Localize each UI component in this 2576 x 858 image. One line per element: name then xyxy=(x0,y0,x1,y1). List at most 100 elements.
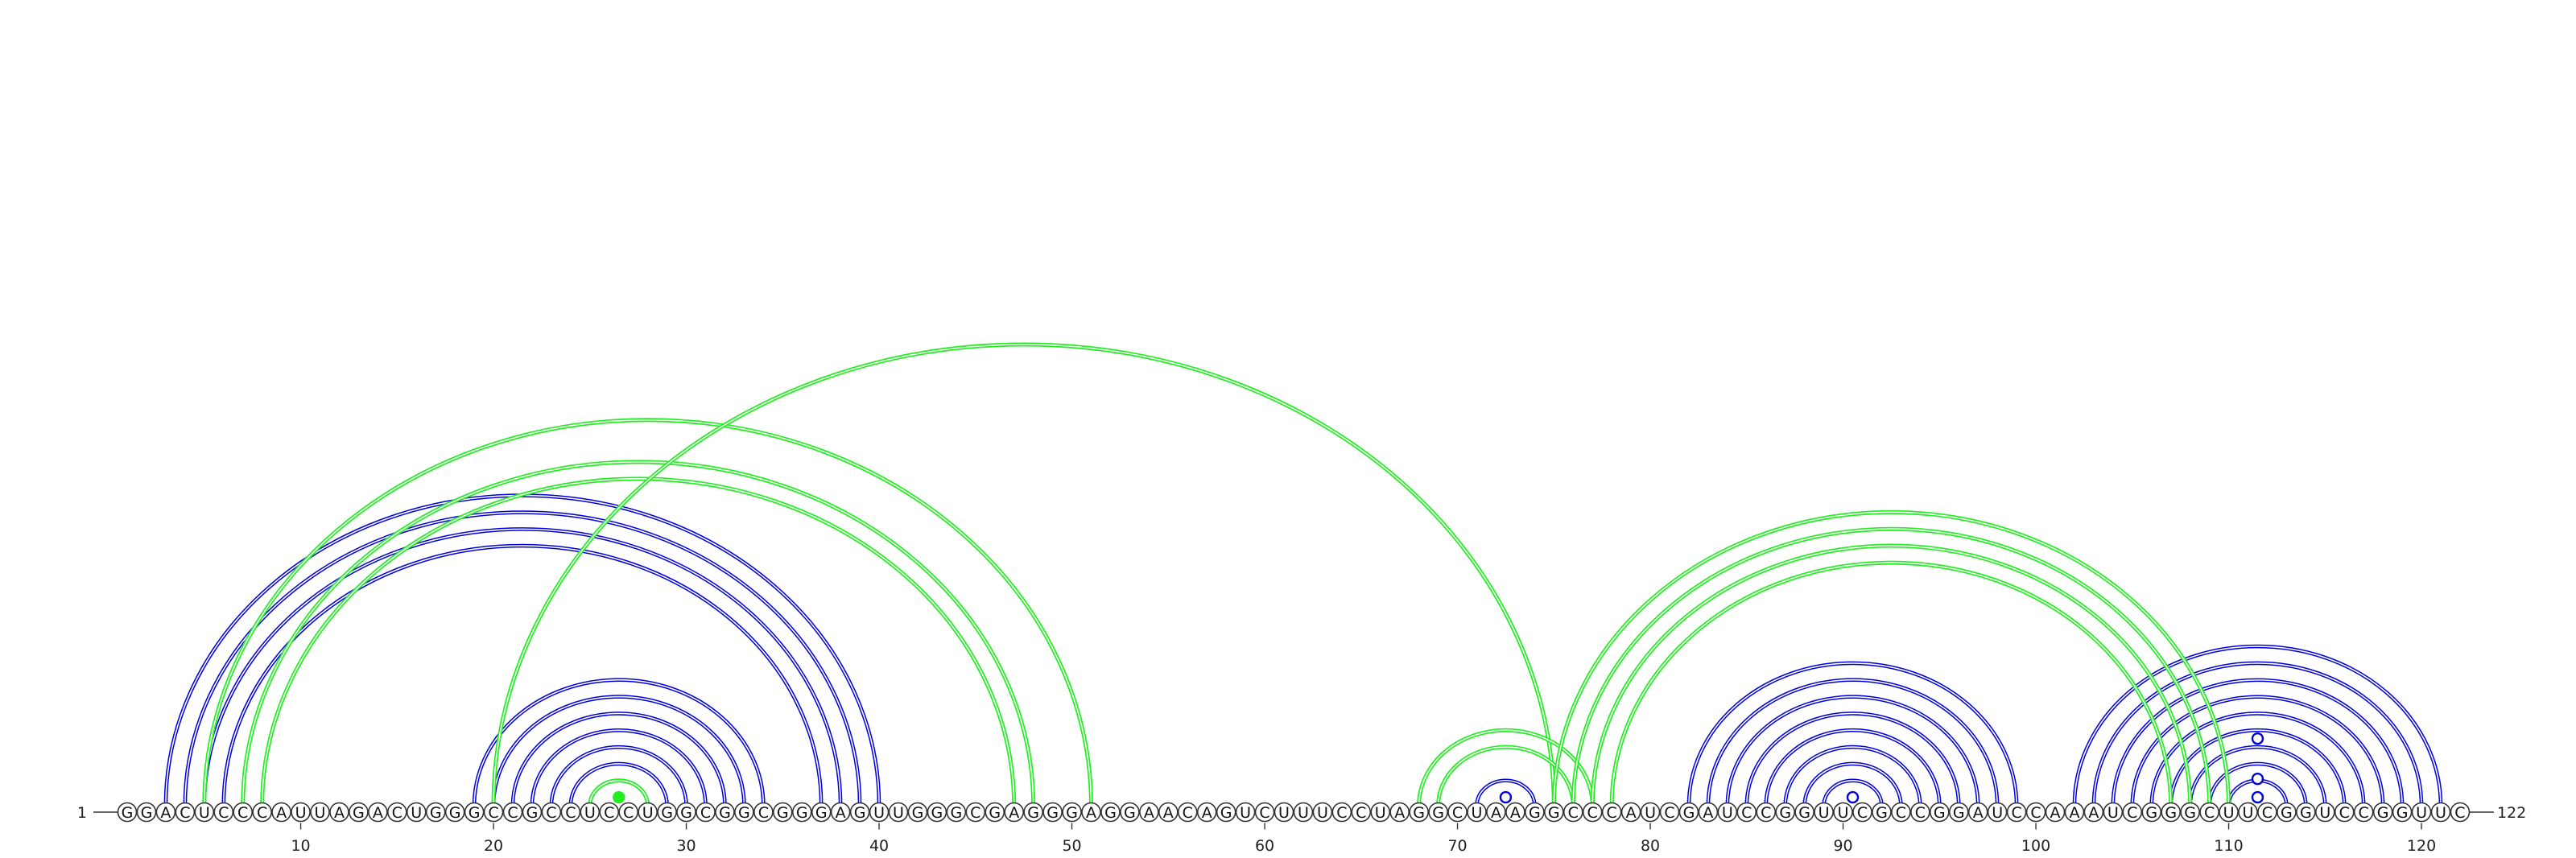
svg-text:C: C xyxy=(1587,804,1598,822)
nucleotide-116: C xyxy=(2334,802,2355,823)
svg-text:A: A xyxy=(2088,804,2099,822)
svg-text:C: C xyxy=(2011,804,2021,822)
nucleotide-12: A xyxy=(329,802,349,823)
base-pair-arc-69-76 xyxy=(1436,745,1575,806)
loop-markers xyxy=(613,732,2264,804)
base-pair-arc-109-114 xyxy=(2207,761,2308,806)
svg-text:U: U xyxy=(1240,804,1251,822)
base-pair-arc-19-34 xyxy=(472,678,766,806)
svg-text:U: U xyxy=(584,804,596,822)
base-pair-arc-20-33 xyxy=(491,695,746,806)
base-pair-arc-24-29 xyxy=(568,761,669,806)
svg-text:120: 120 xyxy=(2407,837,2436,855)
nucleotide-95: G xyxy=(1930,802,1950,823)
nucleotide-40: U xyxy=(869,802,890,823)
base-pair-arc-83-98 xyxy=(1706,678,2000,806)
nucleotide-85: C xyxy=(1736,802,1757,823)
nucleotide-72: A xyxy=(1486,802,1506,823)
nucleotide-104: U xyxy=(2103,802,2124,823)
svg-text:G: G xyxy=(950,804,962,822)
position-axis: 10 20 30 40 50 60 70 80 90 100 110 120 xyxy=(291,823,2436,855)
nucleotide-90: U xyxy=(1833,802,1853,823)
axis-tick-90: 90 xyxy=(1833,823,1853,855)
svg-text:U: U xyxy=(873,804,885,822)
nucleotide-44: G xyxy=(946,802,967,823)
svg-text:G: G xyxy=(1104,804,1117,822)
svg-text:A: A xyxy=(1491,804,1501,822)
nucleotide-50: G xyxy=(1062,802,1082,823)
svg-text:A: A xyxy=(1510,804,1521,822)
nucleotide-98: U xyxy=(1987,802,2008,823)
nucleotide-91: C xyxy=(1852,802,1872,823)
svg-text:G: G xyxy=(989,804,1001,822)
nucleotide-122: C xyxy=(2450,802,2471,823)
base-pair-arc-108-115 xyxy=(2188,745,2327,806)
nucleotide-23: C xyxy=(541,802,562,823)
nucleotide-28: U xyxy=(638,802,658,823)
svg-text:U: U xyxy=(1472,804,1483,822)
base-pair-arc-104-119 xyxy=(2111,678,2405,806)
nucleotide-14: A xyxy=(368,802,388,823)
nucleotide-89: U xyxy=(1814,802,1834,823)
svg-text:G: G xyxy=(796,804,808,822)
base-pair-arc-20-75 xyxy=(491,342,1556,806)
axis-tick-20: 20 xyxy=(484,823,503,855)
nucleotide-58: G xyxy=(1216,802,1236,823)
svg-text:A: A xyxy=(2050,804,2061,822)
svg-text:G: G xyxy=(1934,804,1946,822)
base-pair-arc-87-94 xyxy=(1783,745,1922,806)
nucleotide-36: G xyxy=(791,802,812,823)
nucleotide-57: A xyxy=(1196,802,1217,823)
svg-text:C: C xyxy=(1356,804,1366,822)
svg-text:A: A xyxy=(334,804,345,822)
svg-text:U: U xyxy=(1317,804,1328,822)
nucleotide-27: C xyxy=(618,802,639,823)
svg-text:G: G xyxy=(931,804,943,822)
nucleotide-69: G xyxy=(1428,802,1448,823)
svg-text:A: A xyxy=(1202,804,1212,822)
svg-text:C: C xyxy=(1336,804,1347,822)
nucleotide-82: G xyxy=(1678,802,1699,823)
nucleotide-52: G xyxy=(1100,802,1121,823)
nucleotide-32: G xyxy=(715,802,735,823)
svg-text:G: G xyxy=(854,804,866,822)
nucleotide-75: G xyxy=(1544,802,1564,823)
svg-text:A: A xyxy=(373,804,383,822)
axis-tick-40: 40 xyxy=(869,823,889,855)
nucleotide-24: C xyxy=(560,802,581,823)
nucleotide-7: C xyxy=(233,802,254,823)
nucleotide-101: A xyxy=(2045,802,2066,823)
nucleotide-61: U xyxy=(1274,802,1294,823)
nucleotide-29: G xyxy=(657,802,677,823)
svg-text:U: U xyxy=(2107,804,2119,822)
svg-text:C: C xyxy=(2454,804,2465,822)
axis-tick-120: 120 xyxy=(2407,823,2436,855)
svg-text:C: C xyxy=(546,804,556,822)
svg-text:G: G xyxy=(1779,804,1791,822)
svg-text:C: C xyxy=(2030,804,2041,822)
axis-tick-100: 100 xyxy=(2021,823,2050,855)
base-pair-arc-68-77 xyxy=(1417,728,1595,806)
svg-text:A: A xyxy=(1009,804,1019,822)
nucleotide-114: G xyxy=(2296,802,2316,823)
svg-text:G: G xyxy=(2300,804,2312,822)
svg-text:C: C xyxy=(2204,804,2215,822)
svg-text:U: U xyxy=(1298,804,1309,822)
nucleotide-67: A xyxy=(1389,802,1410,823)
nucleotide-47: A xyxy=(1004,802,1024,823)
nucleotide-1: G xyxy=(117,802,138,823)
nucleotide-62: U xyxy=(1293,802,1314,823)
nucleotide-45: C xyxy=(965,802,986,823)
svg-text:U: U xyxy=(1278,804,1290,822)
svg-text:G: G xyxy=(1798,804,1810,822)
nucleotide-16: U xyxy=(406,802,427,823)
svg-text:C: C xyxy=(1741,804,1752,822)
base-pair-arc-82-99 xyxy=(1686,661,2019,806)
svg-text:C: C xyxy=(1568,804,1579,822)
nucleotide-41: U xyxy=(888,802,909,823)
nucleotide-102: A xyxy=(2064,802,2085,823)
nucleotide-77: C xyxy=(1582,802,1603,823)
nucleotide-65: C xyxy=(1351,802,1372,823)
svg-text:U: U xyxy=(1818,804,1830,822)
